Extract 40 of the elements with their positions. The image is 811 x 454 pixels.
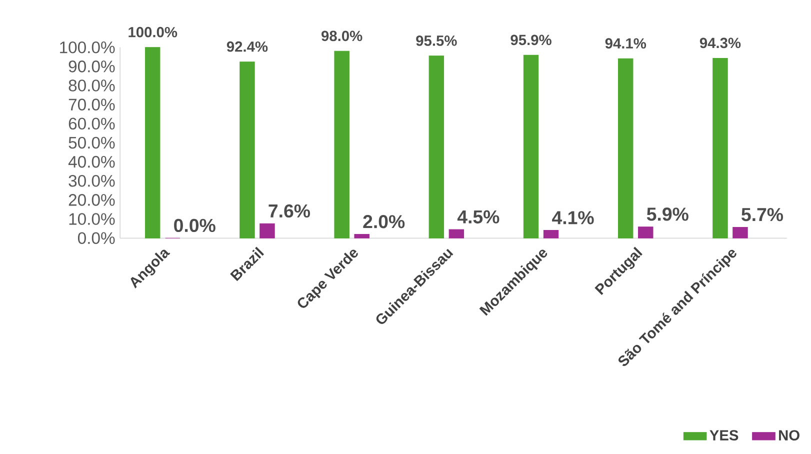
data-label: 95.9% [510,34,552,46]
y-tick-label: 30.0% [68,174,115,187]
y-tick-label: 0.0% [78,232,115,244]
data-label: 92.4% [226,41,268,52]
bar [543,230,559,238]
y-tick-label: 100.0% [60,41,115,54]
legend-label: NO [779,430,800,440]
data-label: 94.3% [700,38,741,48]
data-label: 95.5% [416,35,457,46]
bar [712,58,728,238]
data-label: 94.1% [605,38,646,48]
y-tick-label: 60.0% [68,118,115,130]
data-label: 7.6% [268,204,310,218]
y-tick-label: 90.0% [68,60,115,72]
bar [428,56,444,238]
bar [732,226,748,238]
y-tick-label: 20.0% [68,194,115,206]
data-label: 5.7% [742,208,784,222]
y-tick-label: 70.0% [68,98,115,110]
legend-label: YES [710,430,738,440]
bar [618,58,634,238]
data-label: 4.5% [457,210,500,224]
data-label: 98.0% [322,30,362,42]
bar [523,54,539,238]
bar [334,50,350,238]
data-label: 2.0% [363,214,405,228]
data-label: 4.1% [552,211,594,224]
bar [638,226,654,238]
data-label: 100.0% [128,26,178,38]
bar [145,46,160,238]
data-label: 5.9% [646,207,688,221]
y-tick-label: 10.0% [69,213,115,225]
y-tick-label: 80.0% [68,80,115,92]
y-tick-label: 40.0% [68,156,115,168]
bar [240,61,255,238]
bar [448,229,464,238]
bar [260,223,275,238]
y-tick-label: 50.0% [68,136,115,149]
bar [354,234,370,238]
data-label: 0.0% [174,218,216,232]
